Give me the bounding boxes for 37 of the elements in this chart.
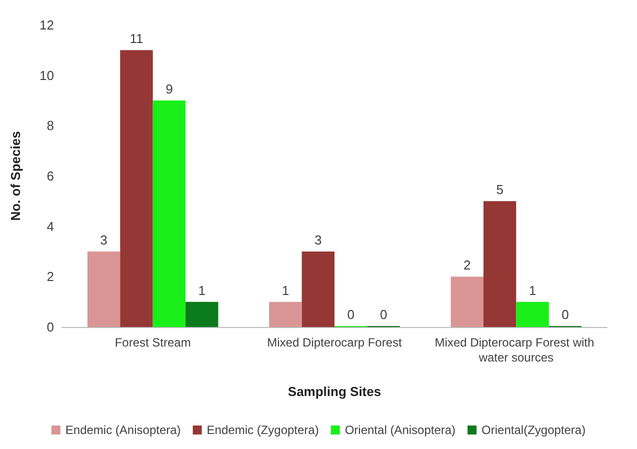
data-label: 0 (347, 307, 354, 322)
x-tick-label: Forest Stream (114, 336, 191, 350)
bar (152, 100, 186, 327)
legend-label: Endemic (Zygoptera) (206, 423, 319, 437)
bar (302, 252, 334, 327)
data-label: 2 (464, 258, 471, 273)
data-label: 5 (496, 182, 504, 198)
x-axis-title: Sampling Sites (288, 384, 382, 399)
legend-label: Oriental (Anisoptera) (344, 423, 456, 437)
bar (87, 252, 120, 327)
y-tick-label: 0 (46, 320, 54, 334)
data-label: 3 (100, 232, 108, 248)
legend-label: Endemic (Anisoptera) (65, 423, 181, 437)
data-label: 0 (562, 307, 569, 322)
bar (516, 302, 549, 327)
data-label: 3 (314, 232, 322, 248)
x-tick-label: Mixed Dipterocarp Forest with water sources (434, 336, 598, 364)
data-label: 1 (198, 282, 206, 298)
bar (269, 302, 302, 327)
y-tick-label: 8 (46, 118, 54, 134)
bar (450, 276, 484, 327)
y-tick-label: 10 (40, 68, 54, 83)
bar (186, 302, 218, 327)
y-tick-label: 12 (40, 18, 54, 32)
data-label: 1 (282, 282, 290, 298)
data-label: 0 (380, 307, 388, 322)
y-tick-label: 6 (46, 168, 54, 184)
data-label: 1 (528, 282, 536, 298)
bar (120, 50, 153, 327)
x-tick-label: Mixed Dipterocarp Forest (267, 336, 403, 350)
y-tick-label: 2 (46, 269, 54, 284)
bar (483, 201, 516, 327)
data-label: 9 (166, 82, 173, 96)
y-axis-title: No. of Species (8, 131, 23, 221)
legend-label: Oriental(Zygoptera) (482, 423, 586, 437)
y-tick-label: 4 (46, 218, 54, 234)
data-label: 11 (130, 31, 144, 46)
